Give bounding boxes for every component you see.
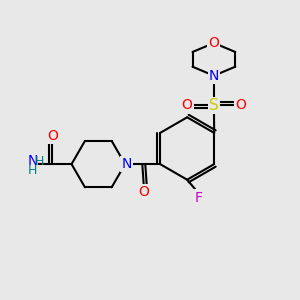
Text: O: O bbox=[208, 36, 219, 50]
Text: H: H bbox=[35, 155, 44, 168]
Text: O: O bbox=[235, 98, 246, 112]
Text: N: N bbox=[209, 69, 219, 83]
Text: F: F bbox=[194, 190, 202, 205]
Text: O: O bbox=[182, 98, 193, 112]
Text: N: N bbox=[122, 157, 132, 171]
Text: O: O bbox=[47, 129, 58, 143]
Text: N: N bbox=[27, 154, 38, 168]
Text: S: S bbox=[209, 98, 219, 113]
Text: O: O bbox=[138, 185, 149, 199]
Text: H: H bbox=[28, 164, 37, 177]
